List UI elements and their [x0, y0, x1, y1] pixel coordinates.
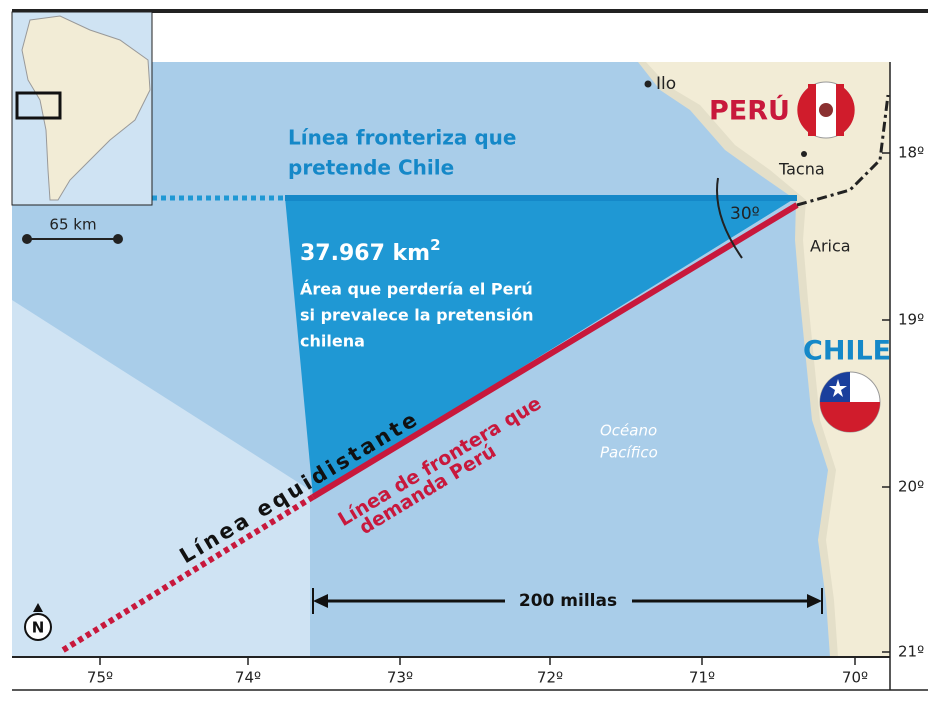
peru-flag-red: [808, 84, 816, 136]
area-sup: 2: [430, 236, 440, 254]
scale-label: 65 km: [49, 216, 96, 234]
chile-line-label: pretende Chile: [288, 156, 454, 180]
angle-arc: [716, 177, 743, 259]
city-dot: [644, 80, 652, 88]
lat-label: 19º: [898, 311, 924, 329]
country-label: PERÚ: [709, 95, 790, 127]
city-dot: [801, 151, 807, 157]
area-note: Área que perdería el Perú: [300, 280, 533, 299]
land-border: [796, 94, 890, 207]
disputed-area: [285, 197, 797, 497]
peru-line-dotted: [58, 494, 315, 655]
top-rule: [12, 9, 928, 13]
lon-label: 72º: [537, 669, 563, 687]
city-label: Arica: [810, 237, 851, 256]
lon-label: 74º: [235, 669, 261, 687]
scale-end: [113, 234, 123, 244]
lon-label: 70º: [842, 669, 868, 687]
area-value: 37.967 km2: [300, 236, 441, 267]
arrow-head: [313, 594, 328, 608]
peru-flag-shield: [819, 103, 833, 117]
arrow-head: [807, 594, 822, 608]
graticule: 18º 19º 20º 21º 75º 74º 73º 72º 71º 70º: [87, 144, 924, 687]
lon-label: 73º: [387, 669, 413, 687]
ocean-light: [12, 300, 310, 657]
land: [646, 62, 890, 657]
area-note: si prevalece la pretensión: [300, 306, 534, 325]
lat-label: 18º: [898, 144, 924, 162]
peru-line: [311, 202, 799, 500]
scale-end: [22, 234, 32, 244]
north-arrow: [33, 603, 43, 612]
lat-label: 20º: [898, 478, 924, 496]
chile-flag-star: [829, 379, 847, 397]
north-icon: [24, 613, 52, 641]
ocean-label: Océano: [600, 422, 657, 440]
country-label: CHILE: [803, 336, 891, 367]
angle-label: 30º: [730, 204, 760, 224]
city-label: Tacna: [778, 160, 825, 179]
lat-label: 21º: [898, 643, 924, 661]
chile-flag-red: [820, 402, 880, 432]
ocean-label: Pacífico: [600, 444, 658, 462]
peru-flag-red: [836, 84, 844, 136]
distance-label: 200 millas: [519, 591, 617, 611]
area-note: chilena: [300, 332, 365, 351]
area-number: 37.967 km: [300, 241, 430, 266]
north-label: N: [32, 619, 45, 637]
inset-box: [15, 91, 62, 120]
inset-continent: [21, 15, 151, 201]
chile-line-label: Línea fronteriza que: [288, 126, 516, 150]
city-label: Ilo: [656, 74, 676, 94]
lon-label: 75º: [87, 669, 113, 687]
lon-label: 71º: [689, 669, 715, 687]
